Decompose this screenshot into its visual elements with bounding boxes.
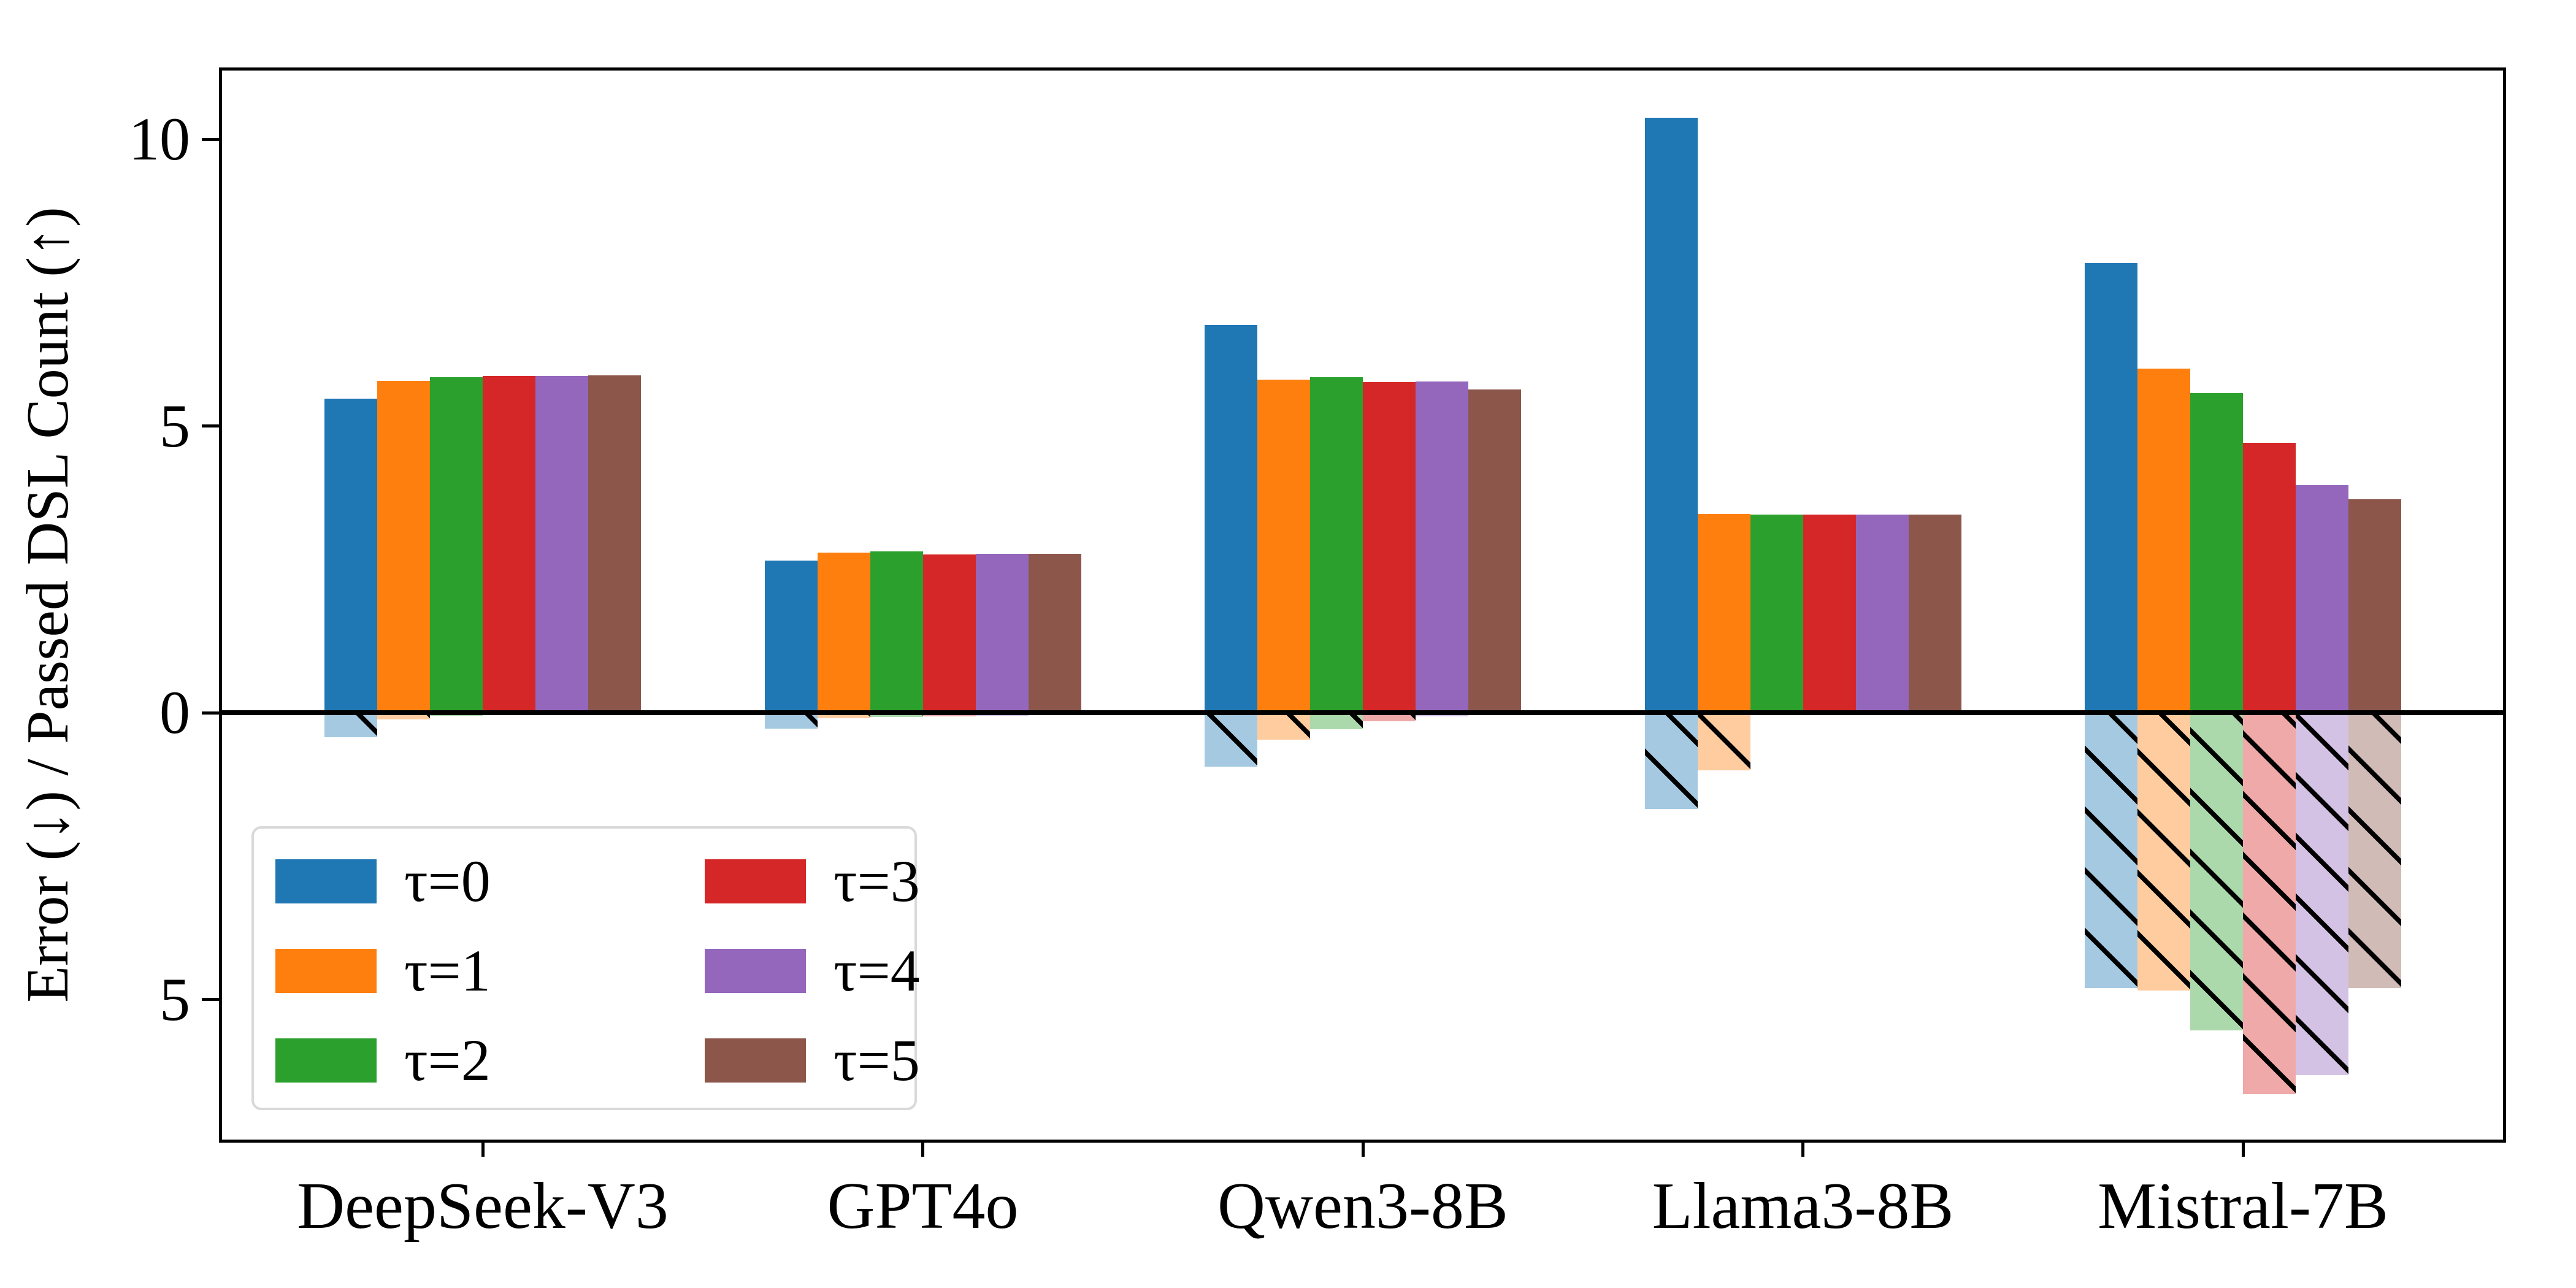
legend-label-τ=1: τ=1 <box>404 938 491 1003</box>
bar-positive-τ=2-GPT4o <box>870 551 923 713</box>
bar-positive-τ=1-Llama3-8B <box>1697 514 1750 713</box>
y-axis-label: Error (↓) / Passed DSL Count (↑) <box>15 207 81 1003</box>
legend-label-τ=5: τ=5 <box>834 1027 920 1093</box>
bar-negative-hatched-τ=1-Qwen3-8B <box>1257 713 1310 740</box>
bar-positive-τ=3-GPT4o <box>922 554 976 713</box>
legend-label-τ=2: τ=2 <box>404 1027 491 1093</box>
legend-label-τ=3: τ=3 <box>834 848 920 914</box>
zero-baseline <box>222 710 2503 715</box>
x-tick-label-DeepSeek-V3: DeepSeek-V3 <box>297 1170 669 1243</box>
bar-positive-τ=0-Qwen3-8B <box>1205 324 1257 713</box>
bar-negative-hatched-τ=5-Mistral-7B <box>2348 713 2401 988</box>
bar-positive-τ=2-Mistral-7B <box>2190 393 2243 713</box>
bar-negative-hatched-τ=1-DeepSeek-V3 <box>377 713 430 720</box>
legend: τ=0 τ=1 τ=2 τ=3 τ=4 τ=5 <box>251 826 920 1110</box>
bar-positive-τ=3-Llama3-8B <box>1803 515 1856 713</box>
y-tick-label-0: 10 <box>129 105 190 173</box>
bar-negative-hatched-τ=0-DeepSeek-V3 <box>324 713 377 738</box>
bar-negative-hatched-τ=2-Qwen3-8B <box>1310 713 1363 730</box>
legend-item-τ=5: τ=5 <box>705 1031 920 1090</box>
legend-item-τ=0: τ=0 <box>275 852 491 911</box>
bar-positive-τ=1-Mistral-7B <box>2137 369 2190 713</box>
bar-negative-hatched-τ=0-Llama3-8B <box>1644 713 1698 810</box>
bar-positive-τ=1-DeepSeek-V3 <box>377 380 430 713</box>
y-tick-label-3: 5 <box>159 965 190 1033</box>
legend-item-τ=3: τ=3 <box>705 852 920 911</box>
legend-label-τ=0: τ=0 <box>404 848 491 914</box>
y-tick-mark-5-1 <box>202 424 219 427</box>
legend-swatch-τ=0 <box>275 859 377 903</box>
y-tick-label-2: 0 <box>159 678 190 746</box>
bar-negative-hatched-τ=0-Qwen3-8B <box>1205 713 1257 767</box>
y-tick-mark-5-3 <box>202 998 219 1001</box>
bar-negative-hatched-τ=3-Mistral-7B <box>2243 713 2296 1094</box>
bar-positive-τ=4-GPT4o <box>975 554 1029 713</box>
bar-positive-τ=0-GPT4o <box>764 561 818 713</box>
bar-positive-τ=0-Mistral-7B <box>2085 263 2137 713</box>
legend-item-τ=1: τ=1 <box>275 941 491 1000</box>
legend-label-τ=4: τ=4 <box>834 938 920 1003</box>
bar-negative-hatched-τ=0-Mistral-7B <box>2085 713 2137 988</box>
bar-positive-τ=0-DeepSeek-V3 <box>324 398 377 713</box>
legend-swatch-τ=3 <box>705 859 806 903</box>
bar-positive-τ=3-Qwen3-8B <box>1363 381 1416 713</box>
bar-negative-hatched-τ=0-GPT4o <box>764 713 818 729</box>
bar-negative-hatched-τ=1-Llama3-8B <box>1697 713 1750 771</box>
y-tick-mark-0-2 <box>202 711 219 715</box>
bar-positive-τ=4-Mistral-7B <box>2296 485 2348 713</box>
x-tick-mark-GPT4o <box>921 1141 924 1157</box>
legend-item-τ=4: τ=4 <box>705 941 920 1000</box>
x-tick-label-Mistral-7B: Mistral-7B <box>2098 1170 2388 1243</box>
x-tick-label-GPT4o: GPT4o <box>827 1170 1019 1243</box>
legend-swatch-τ=4 <box>705 949 806 993</box>
x-tick-mark-DeepSeek-V3 <box>481 1141 485 1157</box>
x-tick-mark-Qwen3-8B <box>1361 1141 1365 1157</box>
x-tick-mark-Mistral-7B <box>2241 1141 2245 1157</box>
bar-positive-τ=1-Qwen3-8B <box>1257 379 1310 713</box>
x-tick-mark-Llama3-8B <box>1801 1141 1804 1157</box>
bar-negative-hatched-τ=1-Mistral-7B <box>2137 713 2190 991</box>
bar-positive-τ=5-GPT4o <box>1028 554 1081 713</box>
bar-positive-τ=2-Qwen3-8B <box>1310 377 1363 713</box>
bar-negative-hatched-τ=1-GPT4o <box>817 713 870 719</box>
bar-positive-τ=5-Llama3-8B <box>1908 515 1961 713</box>
legend-swatch-τ=2 <box>275 1038 377 1083</box>
legend-swatch-τ=5 <box>705 1038 806 1083</box>
x-tick-label-Qwen3-8B: Qwen3-8B <box>1217 1170 1508 1243</box>
bar-positive-τ=0-Llama3-8B <box>1644 118 1698 713</box>
bar-positive-τ=4-Llama3-8B <box>1855 515 1909 713</box>
x-tick-label-Llama3-8B: Llama3-8B <box>1652 1170 1954 1243</box>
legend-item-τ=2: τ=2 <box>275 1031 491 1090</box>
bar-positive-τ=5-Qwen3-8B <box>1468 389 1521 713</box>
bar-positive-τ=3-DeepSeek-V3 <box>483 376 535 713</box>
legend-swatch-τ=1 <box>275 949 377 993</box>
bar-positive-τ=1-GPT4o <box>817 553 870 713</box>
bar-positive-τ=5-Mistral-7B <box>2348 499 2401 713</box>
bar-positive-τ=2-Llama3-8B <box>1750 515 1803 713</box>
bar-negative-hatched-τ=2-Mistral-7B <box>2190 713 2243 1030</box>
bar-positive-τ=2-DeepSeek-V3 <box>430 377 483 713</box>
y-tick-label-1: 5 <box>159 391 190 460</box>
bar-positive-τ=3-Mistral-7B <box>2243 442 2296 713</box>
bar-positive-τ=4-DeepSeek-V3 <box>535 376 588 713</box>
y-tick-mark-10-0 <box>202 137 219 141</box>
bar-positive-τ=4-Qwen3-8B <box>1416 381 1468 713</box>
bar-positive-τ=5-DeepSeek-V3 <box>588 375 641 713</box>
bar-negative-hatched-τ=4-Mistral-7B <box>2296 713 2348 1075</box>
